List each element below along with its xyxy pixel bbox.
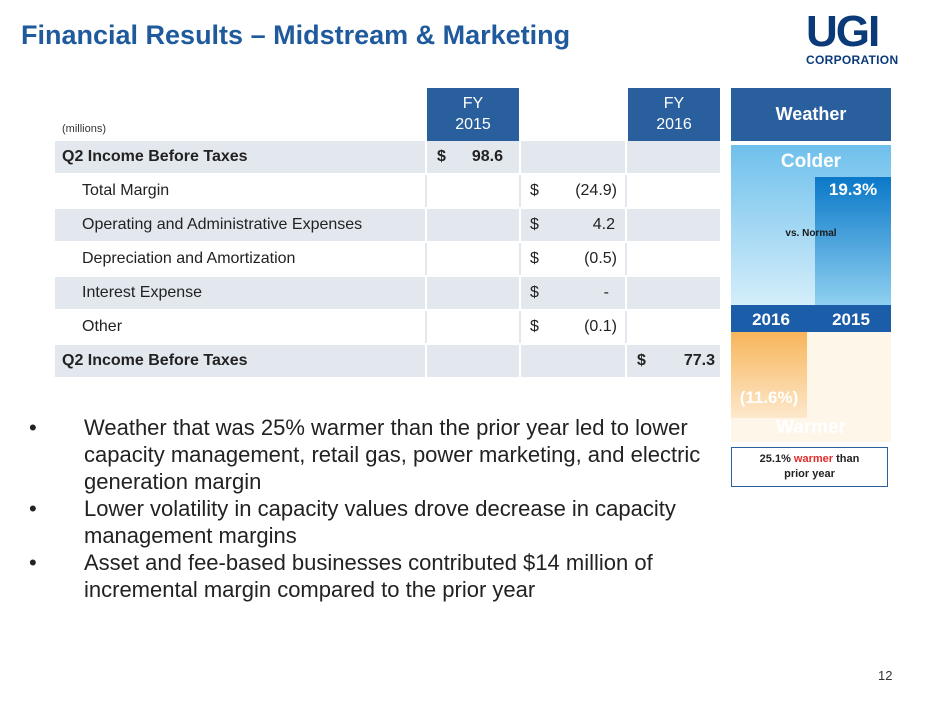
vs-normal-label: vs. Normal (785, 228, 836, 239)
logo-wordmark: UGI (806, 7, 880, 56)
row-label: Depreciation and Amortization (82, 250, 296, 267)
value-2016: (11.6%) (740, 388, 799, 407)
financial-results-table: (millions) FY 2015 FY 2016 Q2 Income Bef… (55, 88, 720, 379)
change-value: 4.2 (592, 216, 615, 233)
change-value: (24.9) (575, 182, 617, 199)
column-header-fy2016: FY 2016 (628, 88, 720, 141)
column-header-fy2016-line2: 2016 (656, 116, 692, 133)
bullet-item: • Lower volatility in capacity values dro… (29, 495, 719, 549)
row-label: Interest Expense (82, 284, 203, 301)
table-row: Depreciation and Amortization $ (0.5) (55, 243, 720, 277)
weather-header: Weather (731, 88, 891, 141)
year-2016-label: 2016 (752, 310, 790, 329)
column-header-fy2015-line1: FY (462, 95, 484, 112)
warmer-label: Warmer (776, 417, 847, 438)
table-row: Q2 Income Before Taxes $ 98.6 (55, 141, 720, 175)
column-header-fy2016-line1: FY (663, 95, 685, 112)
fy2016-value: 77.3 (683, 352, 715, 369)
row-label: Other (82, 318, 123, 335)
weather-note-suffix: than (833, 453, 860, 465)
weather-note: 25.1% warmer than prior year (731, 447, 888, 487)
bullet-text: Lower volatility in capacity values drov… (84, 496, 676, 548)
weather-note-warm: warmer (793, 453, 834, 465)
fy2015-value: 98.6 (471, 148, 503, 165)
change-currency: $ (530, 216, 539, 233)
row-label: Operating and Administrative Expenses (82, 216, 363, 233)
row-label: Q2 Income Before Taxes (62, 352, 248, 369)
units-label: (millions) (62, 123, 106, 135)
bullet-text: Weather that was 25% warmer than the pri… (84, 415, 701, 494)
logo-subtitle: CORPORATION (806, 53, 899, 67)
bullet-item: • Weather that was 25% warmer than the pr… (29, 414, 719, 495)
bullet-text: Asset and fee-based businesses contribut… (84, 550, 653, 602)
year-2015-label: 2015 (832, 310, 870, 329)
change-value: (0.5) (584, 250, 617, 267)
change-currency: $ (530, 318, 539, 335)
bullet-list: • Weather that was 25% warmer than the pr… (29, 414, 719, 603)
fy2015-currency: $ (437, 148, 446, 165)
bullet-item: • Asset and fee-based businesses contribu… (29, 549, 719, 603)
row-label: Q2 Income Before Taxes (62, 148, 248, 165)
bullet-glyph: • (29, 415, 37, 440)
colder-label: Colder (781, 151, 842, 172)
table-row: Operating and Administrative Expenses $ … (55, 209, 720, 243)
change-currency: $ (530, 284, 539, 301)
bullet-glyph: • (29, 550, 37, 575)
table-row: Total Margin $ (24.9) (55, 175, 720, 209)
value-2015: 19.3% (829, 180, 877, 199)
column-header-fy2015: FY 2015 (427, 88, 519, 141)
page-number: 12 (878, 668, 893, 683)
table-row: Q2 Income Before Taxes $ 77.3 (55, 345, 720, 379)
bullet-glyph: • (29, 496, 37, 521)
weather-note-line2: prior year (784, 468, 835, 480)
weather-chart: Colder 19.3% vs. Normal 2016 2015 (11.6%… (731, 145, 891, 442)
fy2016-currency: $ (637, 352, 646, 369)
ugi-logo: UGI CORPORATION (806, 7, 924, 67)
change-value: - (603, 284, 609, 301)
bar-2015-colder (815, 177, 891, 305)
column-header-fy2015-line2: 2015 (455, 116, 491, 133)
table-row: Interest Expense $ - (55, 277, 720, 311)
change-currency: $ (530, 250, 539, 267)
slide-title: Financial Results – Midstream & Marketin… (21, 20, 571, 50)
change-currency: $ (530, 182, 539, 199)
table-row: Other $ (0.1) (55, 311, 720, 345)
year-strip (731, 305, 891, 332)
weather-note-line1: 25.1% warmer than (732, 452, 887, 467)
change-value: (0.1) (584, 318, 617, 335)
bar-2016-warmer (731, 332, 807, 418)
table-header-row: (millions) FY 2015 FY 2016 (55, 88, 720, 141)
row-label: Total Margin (82, 182, 170, 199)
weather-note-percent: 25.1% (759, 453, 791, 465)
